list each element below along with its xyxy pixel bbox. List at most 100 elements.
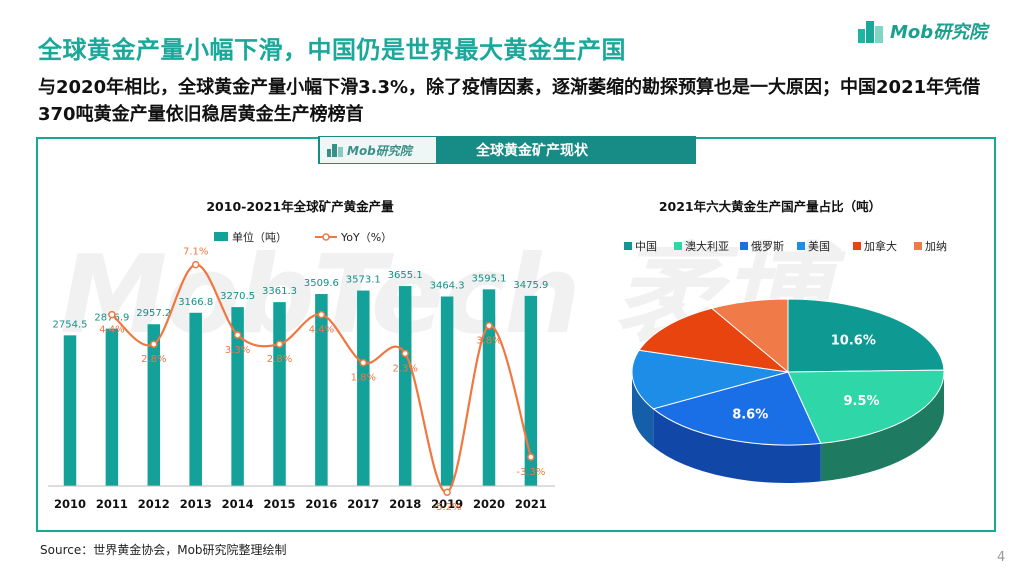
yoy-point-2014 bbox=[233, 331, 242, 339]
brand-logo: Mob研究院 bbox=[856, 16, 1006, 46]
pie-side-1 bbox=[820, 372, 944, 482]
bar-2013 bbox=[189, 312, 202, 486]
x-tick-2020: 2020 bbox=[473, 497, 505, 511]
yoy-label-2016: 4.4% bbox=[309, 325, 334, 336]
bar-label-2016: 3509.6 bbox=[304, 278, 339, 289]
pie-label-1: 9.5% bbox=[844, 394, 880, 409]
pie-slice-4 bbox=[638, 307, 790, 373]
bar-2017 bbox=[357, 290, 370, 486]
logo-text: Mob研究院 bbox=[890, 22, 988, 43]
pie-legend-label-4: 加拿大 bbox=[864, 239, 897, 253]
pie-legend-swatch-5 bbox=[914, 242, 922, 250]
bar-chart-title: 2010-2021年全球矿产黄金产量 bbox=[206, 199, 394, 214]
x-tick-2010: 2010 bbox=[54, 497, 86, 511]
yoy-label-2015: 2.8% bbox=[267, 354, 292, 365]
yoy-label-2013: 7.1% bbox=[183, 247, 208, 258]
logo-icon bbox=[327, 144, 343, 157]
x-tick-2013: 2013 bbox=[180, 497, 212, 511]
bar-label-2020: 3595.1 bbox=[472, 273, 507, 284]
pie-slice-0 bbox=[787, 298, 945, 373]
bar-label-2013: 3166.8 bbox=[178, 297, 213, 308]
x-tick-2015: 2015 bbox=[263, 497, 295, 511]
x-tick-2018: 2018 bbox=[389, 497, 421, 511]
pie-legend-label-2: 俄罗斯 bbox=[751, 240, 784, 253]
yoy-point-2021 bbox=[527, 453, 535, 461]
bar-label-2012: 2957.2 bbox=[136, 308, 171, 319]
pie-legend-swatch-3 bbox=[797, 242, 805, 250]
page-title: 全球黄金产量小幅下滑，中国仍是世界最大黄金生产国 bbox=[38, 36, 626, 64]
pie-side-2 bbox=[653, 408, 821, 483]
yoy-point-2016 bbox=[317, 310, 326, 319]
legend-marker-line bbox=[322, 233, 330, 241]
yoy-label-2018: 2.3% bbox=[392, 363, 417, 374]
banner-label: 全球黄金矿产现状 bbox=[476, 143, 588, 159]
bar-label-2015: 3361.3 bbox=[262, 286, 297, 297]
logo-icon bbox=[858, 21, 883, 43]
section-banner: Mob研究院 全球黄金矿产现状 bbox=[318, 136, 696, 164]
pie-legend-label-5: 加纳 bbox=[925, 240, 947, 253]
bar-2016 bbox=[315, 294, 328, 486]
legend-label-line: YoY（%） bbox=[340, 231, 392, 244]
bar-2015 bbox=[273, 302, 286, 486]
yoy-label-2019: -5.2% bbox=[433, 502, 462, 513]
legend-swatch-bar bbox=[214, 232, 228, 241]
bar-label-2019: 3464.3 bbox=[430, 281, 465, 292]
yoy-point-2012 bbox=[150, 340, 158, 348]
bar-2011 bbox=[105, 328, 119, 486]
yoy-line bbox=[111, 263, 532, 494]
pie-chart-title: 2021年六大黄金生产国产量占比（吨） bbox=[659, 199, 881, 214]
yoy-label-2012: 2.8% bbox=[141, 354, 166, 365]
pie-label-2: 8.6% bbox=[732, 407, 768, 422]
banner-logo: Mob研究院 bbox=[320, 137, 436, 163]
pie-legend-swatch-1 bbox=[674, 242, 682, 250]
x-tick-2017: 2017 bbox=[347, 497, 379, 511]
yoy-point-2017 bbox=[359, 358, 368, 367]
pie-legend-label-3: 美国 bbox=[808, 240, 830, 253]
yoy-point-2019 bbox=[443, 488, 451, 496]
yoy-label-2017: 1.8% bbox=[351, 373, 376, 384]
bar-2012 bbox=[147, 324, 161, 486]
bar-label-2018: 3655.1 bbox=[388, 270, 423, 281]
pie-slice-5 bbox=[710, 298, 789, 374]
x-tick-2021: 2021 bbox=[515, 497, 547, 511]
pie-legend-swatch-2 bbox=[740, 242, 748, 250]
pie-side-3 bbox=[632, 372, 654, 447]
source-note: Source：世界黄金协会，Mob研究院整理绘制 bbox=[40, 543, 287, 557]
pie-legend-swatch-4 bbox=[853, 242, 861, 250]
bar-label-2014: 3270.5 bbox=[220, 291, 255, 302]
pie-slice-2 bbox=[652, 371, 822, 446]
x-tick-2011: 2011 bbox=[96, 497, 128, 511]
bar-label-2010: 2754.5 bbox=[53, 319, 88, 330]
bar-2010 bbox=[63, 335, 77, 486]
bar-2018 bbox=[398, 286, 412, 486]
yoy-point-2013 bbox=[191, 260, 200, 269]
banner-logo-text: Mob研究院 bbox=[347, 143, 412, 158]
yoy-point-2020 bbox=[485, 321, 493, 330]
x-tick-2016: 2016 bbox=[305, 497, 337, 511]
page-subtitle: 与2020年相比，全球黄金产量小幅下滑3.3%，除了疫情因素，逐渐萎缩的勘探预算… bbox=[38, 77, 981, 125]
yoy-point-2015 bbox=[275, 340, 284, 348]
pie-slice-1 bbox=[787, 369, 945, 444]
yoy-label-2021: -3.3% bbox=[516, 467, 545, 478]
pie-slice-3 bbox=[631, 349, 789, 410]
page-number: 4 bbox=[997, 550, 1006, 565]
yoy-label-2020: 3.8% bbox=[476, 336, 501, 347]
x-tick-2019: 2019 bbox=[431, 497, 463, 511]
bar-label-2021: 3475.9 bbox=[513, 280, 548, 291]
pie-legend-swatch-0 bbox=[624, 242, 632, 250]
yoy-label-2011: 4.4% bbox=[99, 325, 124, 336]
legend-label-bar: 单位（吨） bbox=[232, 230, 287, 244]
bar-2020 bbox=[482, 289, 496, 486]
pie-legend-label-0: 中国 bbox=[635, 240, 657, 253]
yoy-point-2018 bbox=[401, 349, 409, 358]
bar-2014 bbox=[231, 307, 244, 486]
bar-label-2017: 3573.1 bbox=[346, 275, 381, 286]
yoy-label-2014: 3.3% bbox=[225, 345, 250, 356]
pie-legend-label-1: 澳大利亚 bbox=[685, 239, 729, 253]
yoy-point-2011 bbox=[108, 310, 116, 319]
bar-2021 bbox=[524, 295, 538, 486]
bar-2019 bbox=[440, 296, 454, 486]
x-tick-2012: 2012 bbox=[138, 497, 170, 511]
pie-label-0: 10.6% bbox=[831, 334, 876, 349]
